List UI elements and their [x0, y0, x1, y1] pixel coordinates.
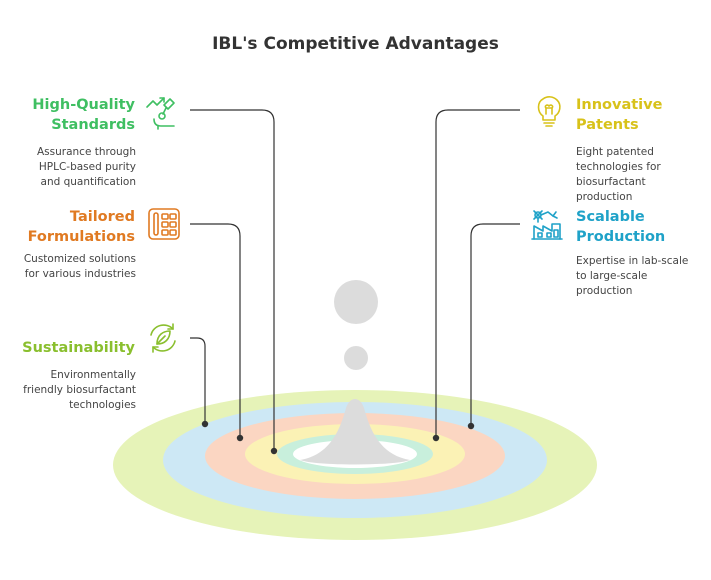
quality-title-line1: High-Quality	[32, 97, 135, 113]
formulations-desc-line1: Customized solutions	[23, 253, 136, 265]
connector-production	[470, 223, 520, 426]
sustainability-title-line1: Sustainability	[22, 340, 135, 356]
production-heading: Scalable Production	[576, 207, 665, 247]
connector-dot	[270, 447, 278, 455]
quality-title-line2: Standards	[51, 117, 135, 133]
production-desc-line2: to large-scale	[576, 270, 648, 282]
quality-description: Assurance through HPLC-based purity and …	[37, 145, 136, 190]
quality-desc-line2: HPLC-based purity	[38, 161, 136, 173]
lightbulb-icon	[537, 96, 561, 127]
sustainability-desc-line3: technologies	[69, 399, 136, 411]
connector-dot	[467, 422, 475, 430]
formulations-desc-line2: for various industries	[24, 268, 136, 280]
connector-quality	[190, 109, 275, 451]
production-desc-line3: production	[576, 285, 633, 297]
quality-desc-line1: Assurance through	[36, 146, 136, 158]
sustainability-desc-line2: friendly biosurfactant	[23, 384, 136, 396]
connector-formulations	[190, 223, 241, 438]
production-desc-line1: Expertise in lab-scale	[576, 255, 689, 267]
production-title-line2: Production	[576, 229, 666, 245]
sustainability-description: Environmentally friendly biosurfactant t…	[23, 368, 136, 413]
recycle-leaf-icon	[150, 323, 176, 353]
factory-icon	[531, 210, 563, 240]
patents-description: Eight patented technologies for biosurfa…	[576, 145, 661, 205]
splash-peak	[300, 399, 410, 465]
patents-desc-line2: technologies for	[576, 161, 661, 173]
patents-heading: Innovative Patents	[576, 95, 662, 135]
sustainability-desc-line1: Environmentally	[50, 369, 136, 381]
palette-icon	[148, 208, 180, 240]
formulations-heading: Tailored Formulations	[28, 207, 135, 247]
production-title-line1: Scalable	[576, 209, 645, 225]
connector-dot	[432, 434, 440, 442]
patents-desc-line4: production	[576, 191, 633, 203]
formulations-title-line1: Tailored	[69, 209, 135, 225]
diagram-title: IBL's Competitive Advantages	[212, 34, 499, 54]
patents-title-line1: Innovative	[576, 97, 663, 113]
patents-desc-line3: biosurfactant	[576, 176, 646, 188]
microscope-icon	[146, 97, 175, 130]
patents-title-line2: Patents	[576, 117, 639, 133]
sustainability-heading: Sustainability	[22, 338, 135, 358]
formulations-title-line2: Formulations	[27, 229, 135, 245]
drop-large	[334, 280, 378, 324]
connector-dot	[236, 434, 244, 442]
connector-dot	[201, 420, 209, 428]
patents-desc-line1: Eight patented	[576, 146, 654, 158]
formulations-description: Customized solutions for various industr…	[24, 252, 136, 282]
quality-heading: High-Quality Standards	[32, 95, 135, 135]
drop-small	[344, 346, 368, 370]
production-description: Expertise in lab-scale to large-scale pr…	[576, 254, 688, 299]
quality-desc-line3: and quantification	[40, 176, 136, 188]
connector-sustainability	[190, 337, 206, 424]
connector-patents	[435, 109, 520, 438]
